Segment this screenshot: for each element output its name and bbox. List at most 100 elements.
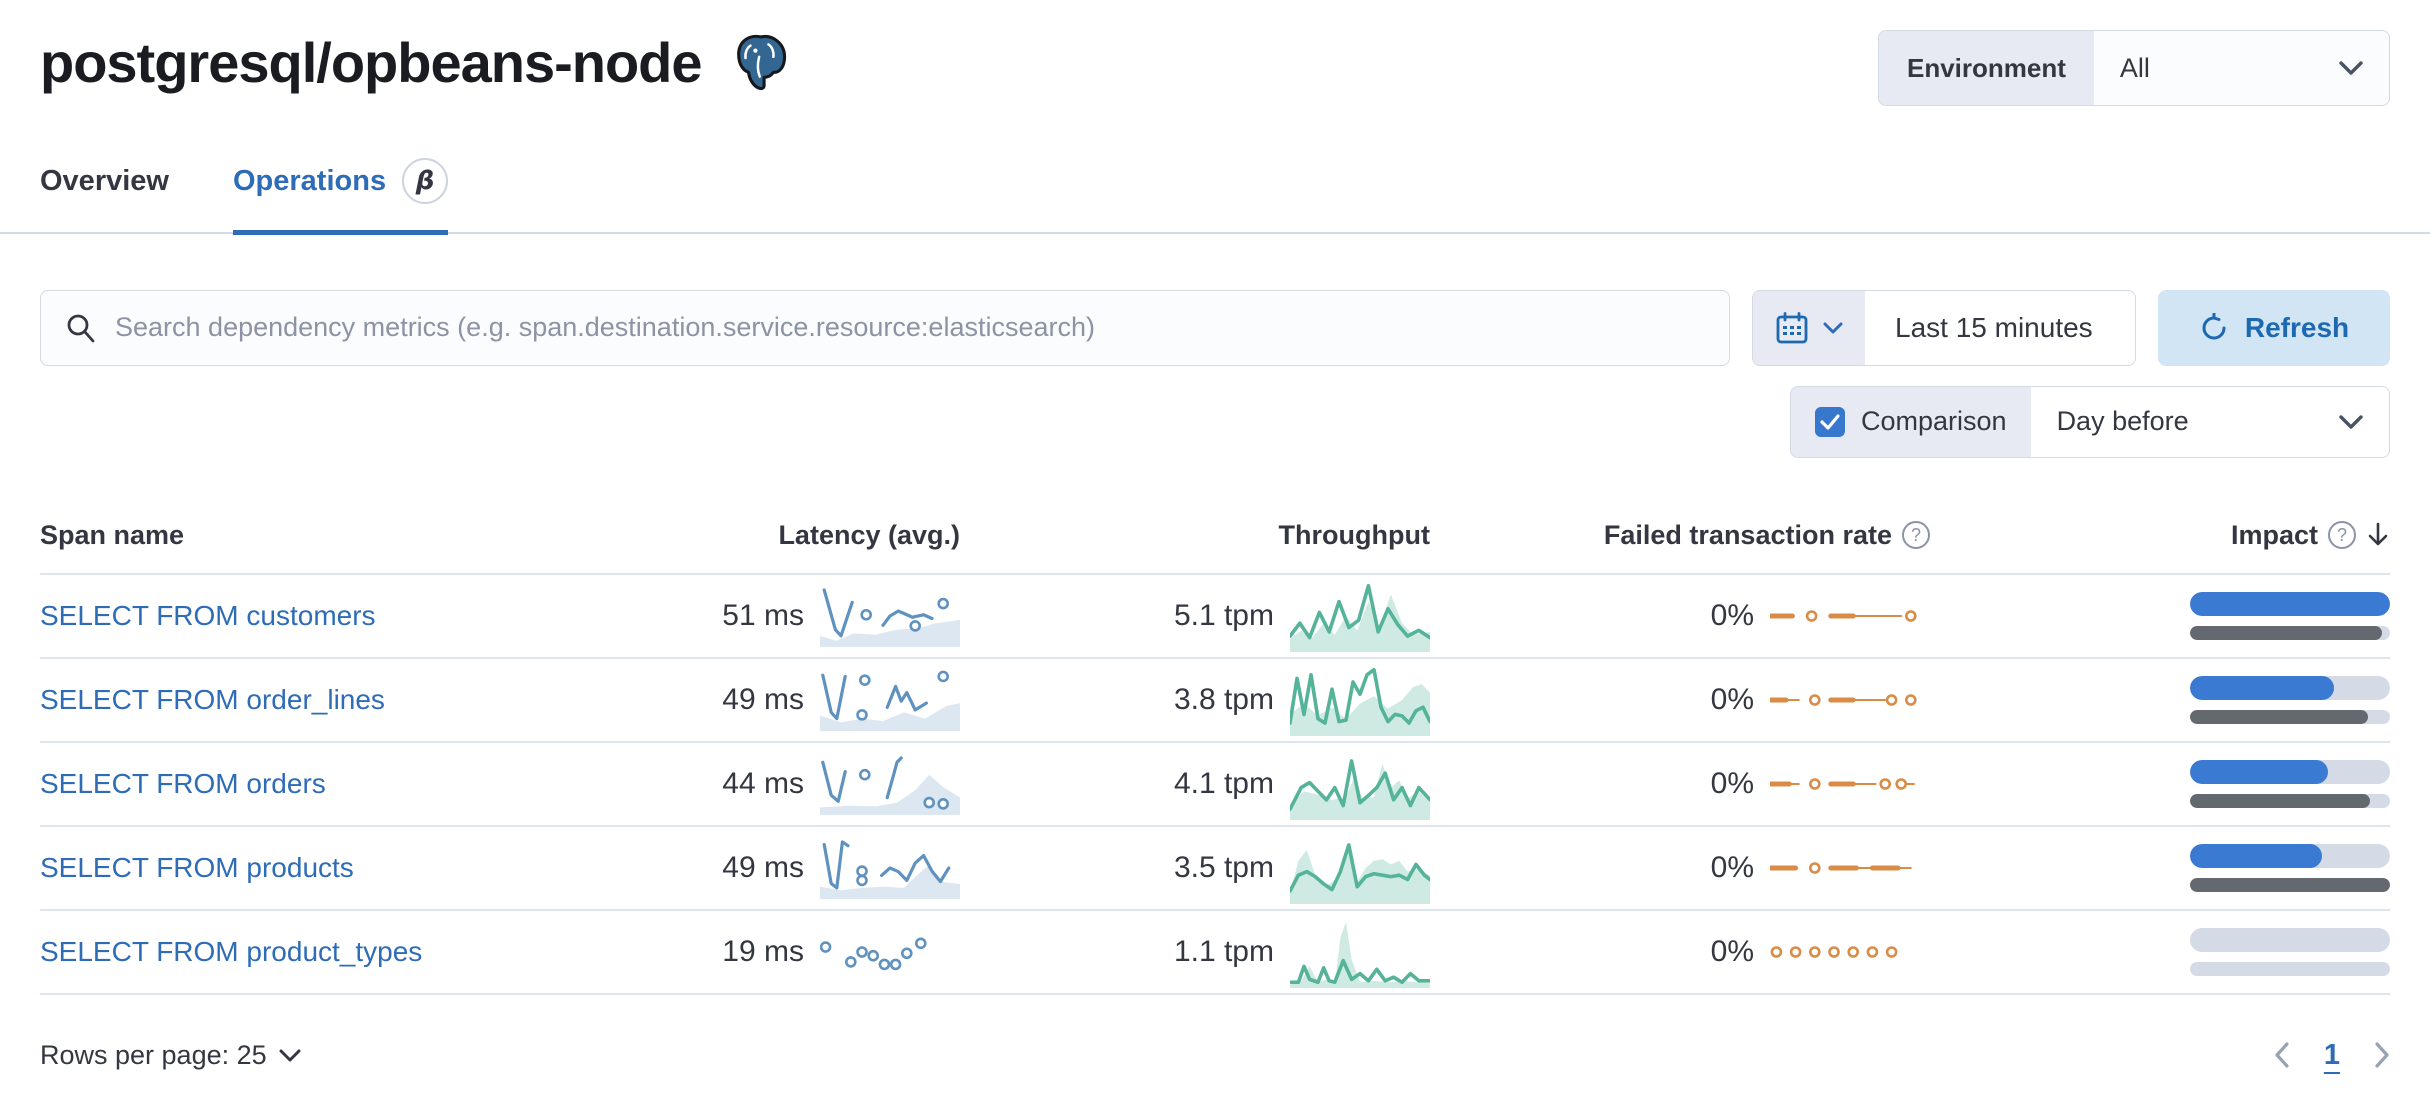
tab-overview[interactable]: Overview <box>40 158 169 232</box>
postgresql-elephant-icon <box>736 34 786 90</box>
throughput-sparkline <box>1290 921 1430 988</box>
chevron-down-icon <box>2339 61 2363 75</box>
latency-sparkline <box>820 587 960 647</box>
failed-rate-sparkline <box>1770 693 1917 706</box>
tab-overview-label: Overview <box>40 165 169 198</box>
throughput-sparkline <box>1290 842 1430 904</box>
col-header-throughput[interactable]: Throughput <box>960 519 1430 575</box>
latency-value: 51 ms <box>722 598 804 632</box>
comparison-control: Comparison Day before <box>1790 385 2390 458</box>
time-range-picker[interactable]: Last 15 minutes <box>1752 289 2136 366</box>
impact-bar-current <box>2190 591 2390 616</box>
page-number[interactable]: 1 <box>2323 1038 2340 1071</box>
table-row: SELECT FROM order_lines 49 ms 3.8 tpm 0% <box>40 657 2390 743</box>
beta-badge: β <box>402 158 449 204</box>
span-name-link[interactable]: SELECT FROM customers <box>40 599 376 631</box>
span-name-link[interactable]: SELECT FROM order_lines <box>40 683 385 715</box>
table-row: SELECT FROM product_types 19 ms 1.1 tpm … <box>40 909 2390 995</box>
table-row: SELECT FROM customers 51 ms 5.1 tpm 0% <box>40 573 2390 659</box>
next-page-button[interactable] <box>2374 1042 2390 1068</box>
comparison-checkbox[interactable] <box>1815 406 1845 437</box>
throughput-value: 1.1 tpm <box>1173 934 1274 968</box>
rows-per-page-selector[interactable]: Rows per page: 25 <box>40 1040 301 1071</box>
check-icon <box>1820 413 1840 430</box>
latency-value: 44 ms <box>722 766 804 800</box>
failed-rate-value: 0% <box>1710 850 1754 884</box>
previous-page-button[interactable] <box>2274 1042 2290 1068</box>
throughput-sparkline <box>1290 667 1430 736</box>
rows-per-page-label: Rows per page: 25 <box>40 1039 267 1070</box>
failed-rate-sparkline <box>1770 609 1917 622</box>
impact-bars <box>1930 591 2390 640</box>
comparison-label: Comparison <box>1861 406 2007 436</box>
span-name-link[interactable]: SELECT FROM products <box>40 851 354 883</box>
impact-bar-previous <box>2190 625 2382 640</box>
failed-rate-value: 0% <box>1710 598 1754 632</box>
impact-bars <box>1930 843 2390 892</box>
latency-value: 19 ms <box>722 934 804 968</box>
failed-rate-sparkline <box>1770 861 1912 874</box>
help-icon[interactable]: ? <box>2328 521 2356 549</box>
pagination: 1 <box>2274 1039 2390 1072</box>
sort-desc-icon <box>2368 522 2388 546</box>
impact-bar-previous <box>2190 709 2368 724</box>
search-icon <box>67 314 95 342</box>
latency-sparkline <box>820 839 960 899</box>
refresh-icon <box>2202 312 2226 339</box>
impact-bar-previous <box>2190 793 2370 808</box>
col-header-latency[interactable]: Latency (avg.) <box>540 519 960 575</box>
impact-bars <box>1930 927 2390 976</box>
throughput-value: 4.1 tpm <box>1173 766 1274 800</box>
search-input[interactable] <box>115 312 1705 343</box>
chevron-down-icon <box>279 1049 301 1061</box>
failed-rate-sparkline <box>1770 945 1898 958</box>
comparison-select[interactable]: Day before <box>2031 387 2389 457</box>
chevron-down-icon <box>1823 322 1843 333</box>
throughput-value: 3.5 tpm <box>1173 850 1274 884</box>
impact-bars <box>1930 675 2390 724</box>
calendar-icon <box>1776 311 1808 343</box>
environment-value: All <box>2119 52 2150 83</box>
environment-label: Environment <box>1879 31 2094 105</box>
span-name-link[interactable]: SELECT FROM orders <box>40 767 326 799</box>
impact-bars <box>1930 759 2390 808</box>
throughput-value: 5.1 tpm <box>1173 598 1274 632</box>
throughput-value: 3.8 tpm <box>1173 682 1274 716</box>
failed-rate-value: 0% <box>1710 682 1754 716</box>
latency-value: 49 ms <box>722 682 804 716</box>
refresh-label: Refresh <box>2244 311 2350 343</box>
table-row: SELECT FROM products 49 ms 3.5 tpm 0% <box>40 825 2390 911</box>
latency-sparkline <box>820 670 960 731</box>
table-row: SELECT FROM orders 44 ms 4.1 tpm 0% <box>40 741 2390 827</box>
tab-operations-label: Operations <box>232 164 387 197</box>
tab-operations[interactable]: Operations β <box>232 158 449 235</box>
page-title: postgresql/opbeans-node <box>40 31 702 94</box>
operations-table: Span name Latency (avg.) Throughput Fail… <box>40 519 2390 995</box>
environment-selector[interactable]: Environment All <box>1878 30 2390 106</box>
search-bar[interactable] <box>40 289 1730 366</box>
time-range-value[interactable]: Last 15 minutes <box>1895 311 2093 343</box>
col-header-span-name[interactable]: Span name <box>40 519 540 575</box>
chevron-down-icon <box>2339 414 2363 429</box>
impact-bar-current <box>2190 675 2334 700</box>
latency-sparkline <box>820 755 960 815</box>
col-header-impact[interactable]: Impact? <box>1930 519 2390 575</box>
throughput-sparkline <box>1290 583 1430 652</box>
failed-rate-value: 0% <box>1710 934 1754 968</box>
span-name-link[interactable]: SELECT FROM product_types <box>40 935 423 967</box>
page-header: postgresql/opbeans-node Environment All <box>40 0 2390 106</box>
latency-sparkline <box>820 937 927 970</box>
refresh-button[interactable]: Refresh <box>2158 289 2390 366</box>
impact-bar-current <box>2190 843 2322 868</box>
impact-bar-current <box>2190 759 2328 784</box>
impact-bar-previous <box>2190 877 2390 892</box>
comparison-value: Day before <box>2056 406 2189 436</box>
col-header-failed-rate[interactable]: Failed transaction rate? <box>1430 519 1930 575</box>
failed-rate-sparkline <box>1770 777 1915 790</box>
failed-rate-value: 0% <box>1710 766 1754 800</box>
latency-value: 49 ms <box>722 850 804 884</box>
table-header-row: Span name Latency (avg.) Throughput Fail… <box>40 519 2390 575</box>
help-icon[interactable]: ? <box>1902 521 1930 549</box>
tab-bar: Overview Operations β <box>0 158 2430 235</box>
calendar-menu-button[interactable] <box>1753 290 1865 365</box>
